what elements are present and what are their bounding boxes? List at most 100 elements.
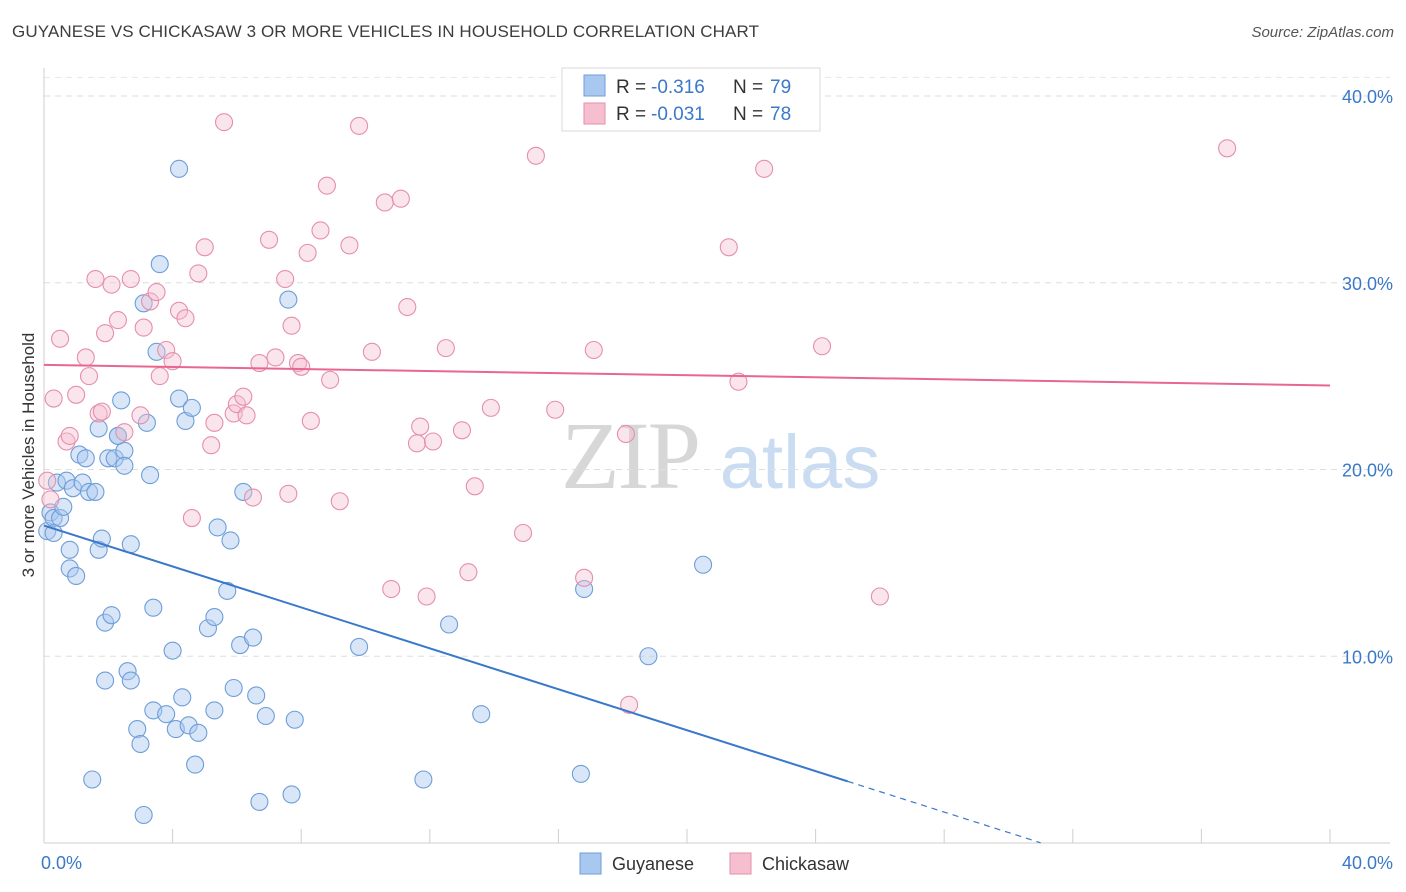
guyanese-point — [221, 531, 240, 550]
guyanese-point — [79, 482, 99, 501]
guyanese-point — [112, 391, 131, 410]
y-tick-label: 30.0% — [1342, 274, 1393, 294]
chickasaw-point — [67, 385, 86, 404]
guyanese-point — [176, 411, 195, 431]
chickasaw-point — [102, 275, 121, 294]
guyanese-point — [115, 441, 134, 460]
chickasaw-point — [279, 484, 298, 503]
chickasaw-point — [620, 695, 639, 714]
legend-r-value-2: -0.031 — [651, 104, 705, 125]
chickasaw-point — [266, 348, 285, 367]
guyanese-point — [472, 705, 491, 724]
guyanese-trend-extension — [847, 780, 1041, 844]
guyanese-point — [102, 606, 121, 625]
chickasaw-point — [157, 340, 176, 360]
axes: 0.0% 40.0% — [41, 68, 1393, 873]
chickasaw-point — [205, 413, 224, 432]
chickasaw-point — [86, 269, 105, 289]
chickasaw-point — [382, 579, 401, 599]
chickasaw-point — [282, 316, 301, 335]
guyanese-point — [414, 770, 433, 789]
guyanese-point — [134, 805, 153, 825]
chickasaw-point — [417, 587, 436, 606]
guyanese-point — [208, 518, 227, 537]
chickasaw-point — [44, 389, 63, 408]
guyanese-point — [57, 471, 76, 490]
guyanese-point — [173, 688, 192, 707]
legend-n-label-2: N = — [733, 104, 763, 125]
guyanese-point — [44, 523, 63, 543]
bottom-legend-swatch-guyanese — [579, 852, 602, 875]
chickasaw-point — [96, 324, 115, 343]
guyanese-point — [243, 628, 263, 647]
guyanese-point — [105, 449, 124, 468]
guyanese-point — [96, 613, 115, 632]
guyanese-point — [96, 671, 115, 690]
guyanese-point — [247, 686, 266, 705]
trend-lines — [43, 363, 1331, 844]
chickasaw-point — [115, 423, 134, 442]
guyanese-point — [440, 615, 459, 634]
chickasaw-point — [292, 357, 311, 376]
guyanese-point — [60, 540, 79, 559]
guyanese-point — [121, 671, 140, 690]
guyanese-point — [639, 647, 658, 666]
chickasaw-point — [76, 348, 95, 367]
guyanese-point — [76, 449, 95, 468]
guyanese-point — [60, 559, 79, 578]
chickasaw-point — [436, 339, 455, 358]
chickasaw-point — [234, 387, 253, 406]
legend-r-label-1: R = — [616, 77, 646, 98]
chickasaw-point — [259, 230, 279, 249]
guyanese-point — [115, 456, 134, 475]
guyanese-point — [218, 581, 237, 600]
chickasaw-point — [465, 477, 484, 496]
chickasaw-point — [57, 432, 76, 451]
chickasaw-trend-line — [43, 363, 1331, 387]
chickasaw-point — [38, 471, 57, 490]
chart-title: GUYANESE VS CHICKASAW 3 OR MORE VEHICLES… — [12, 22, 760, 41]
chickasaw-point — [298, 243, 317, 262]
guyanese-point — [134, 294, 153, 313]
legend-swatch-chickasaw — [583, 102, 606, 125]
guyanese-point — [89, 540, 108, 559]
guyanese-point — [128, 720, 147, 739]
legend-n-value-1: 79 — [770, 77, 791, 98]
guyanese-point — [99, 449, 118, 468]
guyanese-point — [282, 785, 301, 804]
guyanese-point — [205, 607, 224, 627]
y-tick-label: 40.0% — [1342, 87, 1393, 107]
chickasaw-point — [407, 434, 426, 453]
y-tick-label: 10.0% — [1342, 647, 1393, 667]
chickasaw-point — [812, 337, 832, 356]
chickasaw-point — [755, 159, 774, 178]
chickasaw-point — [362, 342, 381, 361]
chickasaw-point — [423, 432, 443, 451]
chickasaw-points — [38, 113, 1237, 714]
y-axis-title: 3 or more Vehicles in Household — [19, 333, 38, 578]
chickasaw-point — [41, 490, 60, 509]
chickasaw-point — [459, 563, 478, 582]
guyanese-point — [169, 389, 189, 408]
bottom-legend-swatch-chickasaw — [729, 852, 752, 875]
source-label: Source: ZipAtlas.com — [1251, 24, 1394, 41]
guyanese-point — [121, 535, 140, 554]
chickasaw-point — [375, 193, 394, 212]
chickasaw-point — [729, 372, 748, 391]
chickasaw-point — [176, 309, 195, 328]
chickasaw-point — [237, 406, 256, 425]
guyanese-point — [234, 482, 253, 501]
chickasaw-point — [301, 411, 320, 431]
x-tick-label: 40.0% — [1342, 853, 1393, 873]
chickasaw-point — [311, 221, 330, 240]
bottom-legend-label-chickasaw: Chickasaw — [762, 854, 850, 874]
guyanese-point — [250, 792, 269, 811]
chickasaw-point — [182, 509, 201, 528]
guyanese-point — [182, 398, 201, 417]
guyanese-point — [169, 159, 189, 178]
chickasaw-point — [163, 352, 182, 371]
chickasaw-point — [340, 236, 359, 255]
watermark-atlas: atlas — [720, 420, 881, 505]
chickasaw-point — [195, 238, 214, 257]
